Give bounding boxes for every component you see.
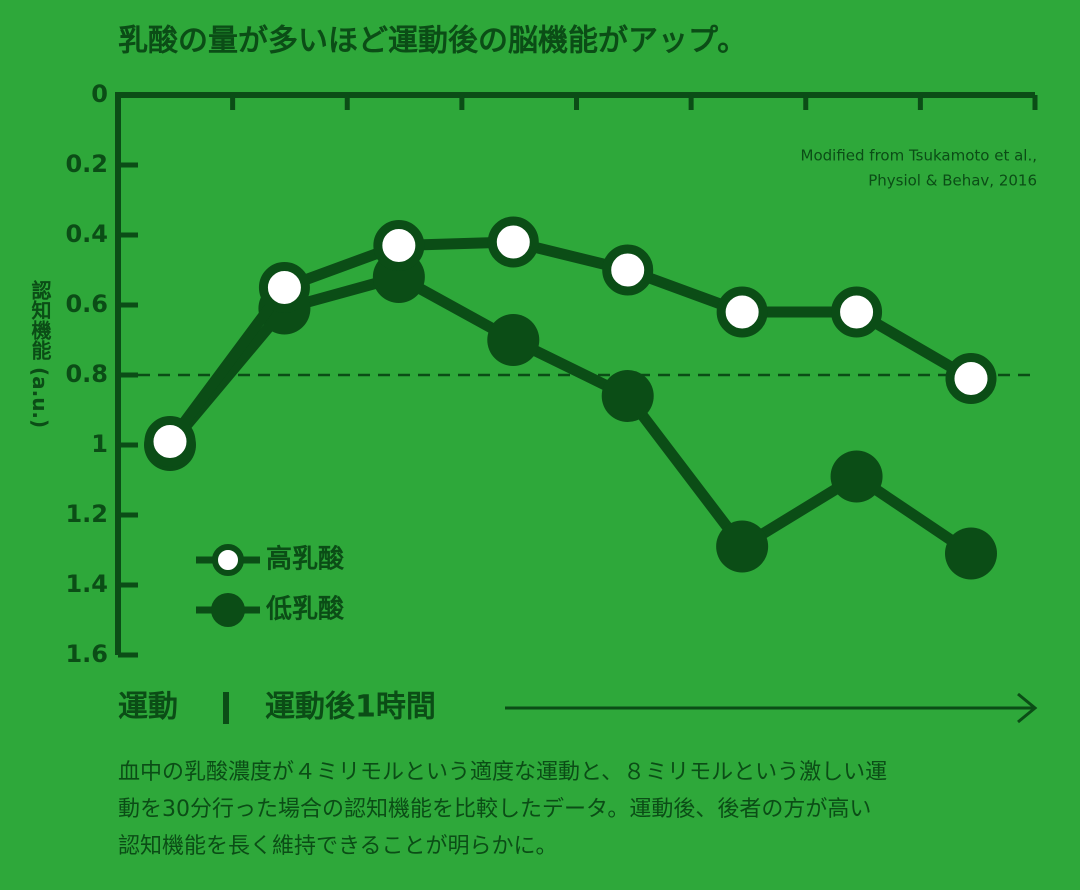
y-tick-label: 0.6	[65, 290, 108, 318]
point	[602, 244, 654, 296]
point	[601, 370, 654, 422]
point	[373, 220, 425, 271]
y-tick-label: 1.4	[65, 570, 108, 598]
point	[945, 527, 997, 580]
point	[716, 520, 769, 573]
arrow-head	[1017, 692, 1038, 724]
legend-marker	[212, 544, 244, 576]
y-tick-label: 0.8	[65, 360, 108, 388]
y-tick-label: 1.2	[65, 500, 108, 528]
point	[716, 286, 768, 338]
caption: 動を30分行った場合の認知機能を比較したデータ。運動後、後者の方が高い	[118, 797, 871, 822]
y-tick-label: 0	[91, 80, 108, 108]
point	[258, 262, 310, 313]
source: Physiol & Behav, 2016	[868, 172, 1037, 190]
legend-label: 高乳酸	[266, 544, 345, 575]
legend-label: 低乳酸	[265, 595, 345, 625]
point	[144, 416, 196, 467]
caption: 認知機能を長く維持できることが明らかに。	[118, 834, 558, 859]
x-annotation: 運動	[118, 690, 178, 725]
y-tick-label: 1	[91, 430, 108, 458]
separator	[223, 692, 229, 724]
y-axis-label: 認知機能 (a.u.)	[28, 279, 52, 429]
caption: 血中の乳酸濃度が４ミリモルという適度な運動と、８ミリモルという激しい運	[118, 760, 887, 785]
y-tick-label: 0.2	[65, 150, 108, 178]
y-tick-label: 0.4	[65, 220, 108, 248]
source: Modified from Tsukamoto et al.,	[801, 147, 1037, 165]
point	[487, 216, 539, 268]
y-tick-label: 1.6	[65, 640, 108, 668]
chart-title: 乳酸の量が多いほど運動後の脳機能がアップ。	[118, 24, 747, 59]
point	[830, 450, 883, 503]
legend-marker	[211, 593, 245, 627]
point	[487, 314, 540, 366]
x-annotation: 運動後1時間	[265, 690, 436, 725]
point	[945, 353, 997, 404]
point	[831, 286, 883, 338]
